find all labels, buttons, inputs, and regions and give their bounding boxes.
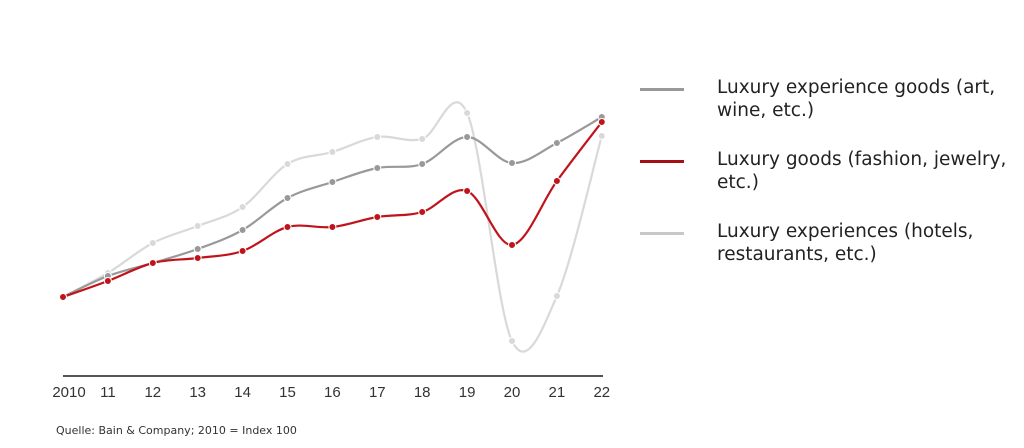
- data-point: [283, 223, 292, 231]
- x-tick-label: 18: [413, 384, 431, 401]
- series-line: [62, 116, 603, 298]
- data-point: [418, 208, 427, 216]
- data-point: [148, 239, 157, 247]
- data-point: [463, 187, 472, 195]
- legend-label: Luxury experience goods (art, wine, etc.…: [717, 77, 996, 121]
- legend-item-experience-goods: Luxury experience goods (art, wine, etc.…: [640, 76, 1020, 148]
- legend-label: Luxury goods (fashion, jewelry, etc.): [717, 149, 1007, 193]
- data-point: [508, 241, 516, 249]
- x-tick-label: 16: [324, 384, 341, 401]
- x-tick-label: 14: [234, 384, 251, 401]
- data-point: [552, 177, 561, 185]
- data-point: [373, 213, 382, 221]
- data-point: [148, 259, 157, 267]
- x-tick-label: 2010: [52, 384, 86, 401]
- x-tick-label: 20: [503, 384, 521, 401]
- x-tick-label: 17: [368, 384, 386, 401]
- data-point: [328, 148, 337, 156]
- data-point: [463, 133, 472, 141]
- data-point: [193, 245, 202, 253]
- x-tick-label: 11: [100, 384, 116, 401]
- data-point: [283, 160, 292, 168]
- legend: Luxury experience goods (art, wine, etc.…: [640, 76, 1020, 292]
- data-point: [508, 337, 516, 345]
- source-note: Quelle: Bain & Company; 2010 = Index 100: [56, 424, 297, 437]
- data-point: [418, 160, 427, 168]
- series-layer: [59, 101, 606, 353]
- x-tick-label: 21: [548, 384, 566, 401]
- x-tick-label: 12: [144, 384, 162, 401]
- data-point: [373, 133, 382, 141]
- data-point: [103, 277, 112, 285]
- data-point: [328, 178, 337, 186]
- data-point: [552, 139, 561, 147]
- line-chart: [59, 101, 606, 377]
- data-point: [597, 118, 606, 126]
- data-point: [238, 226, 247, 234]
- data-point: [597, 132, 606, 140]
- data-point: [328, 223, 337, 231]
- data-point: [373, 164, 382, 172]
- data-point: [59, 293, 67, 301]
- legend-swatch: [640, 88, 684, 91]
- legend-item-luxury-goods: Luxury goods (fashion, jewelry, etc.): [640, 148, 1020, 220]
- data-point: [193, 254, 202, 262]
- x-tick-label: 15: [279, 384, 296, 401]
- data-point: [463, 109, 472, 117]
- data-point: [418, 135, 427, 143]
- legend-swatch: [640, 232, 684, 235]
- data-point: [238, 203, 247, 211]
- data-point: [552, 292, 561, 300]
- data-point: [193, 222, 202, 230]
- data-point: [508, 159, 516, 167]
- x-tick-label: 22: [593, 384, 611, 401]
- data-point: [283, 194, 292, 202]
- legend-swatch: [640, 160, 684, 163]
- legend-label: Luxury experiences (hotels, restaurants,…: [717, 221, 974, 265]
- legend-item-experiences: Luxury experiences (hotels, restaurants,…: [640, 220, 1020, 292]
- data-point: [238, 247, 247, 255]
- x-tick-label: 13: [189, 384, 207, 401]
- x-tick-label: 19: [458, 384, 476, 401]
